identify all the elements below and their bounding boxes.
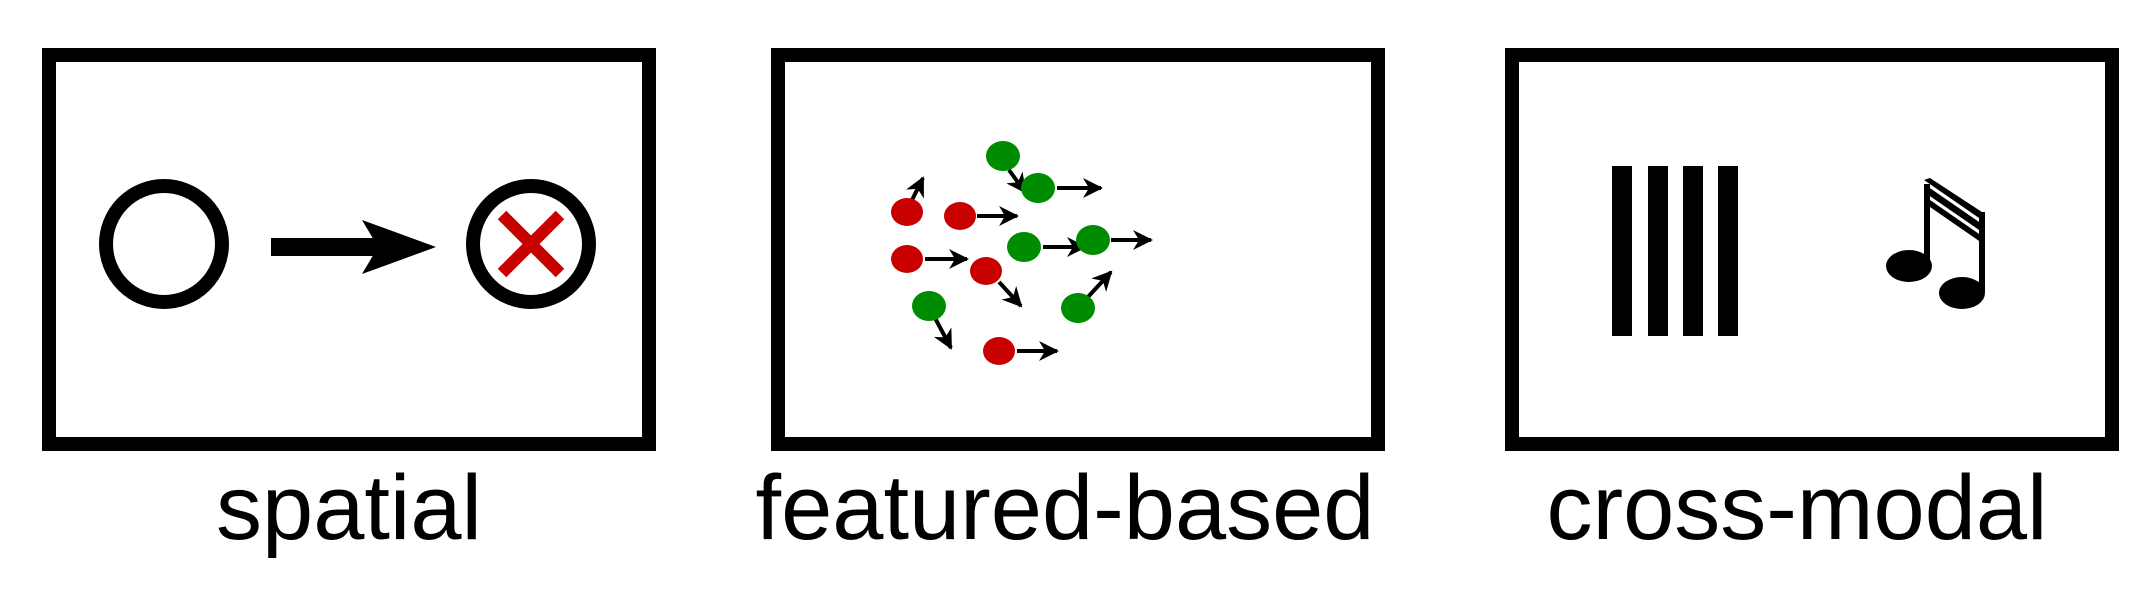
right-arrow-icon [271, 220, 436, 274]
dot-with-arrow-icon [912, 291, 953, 350]
panel-spatial [42, 48, 656, 451]
panel-cross-modal [1505, 48, 2119, 451]
cross-modal-illustration [1612, 166, 1985, 336]
vertical-bars-icon [1612, 166, 1738, 336]
dot-with-arrow-icon [891, 176, 925, 226]
circle-icon [99, 179, 229, 309]
dot-with-arrow-icon [944, 202, 1019, 230]
dot-with-arrow-icon [1007, 232, 1087, 262]
caption-spatial: spatial [216, 457, 482, 559]
music-note-icon [1886, 178, 1985, 309]
crossed-circle-icon [466, 179, 596, 309]
dot-with-arrow-icon [983, 337, 1059, 365]
dot-with-arrow-icon [1076, 225, 1153, 255]
dot-with-arrow-icon [891, 245, 969, 273]
dot-with-arrow-icon [970, 257, 1023, 308]
dot-with-arrow-icon [1021, 173, 1103, 203]
feature-based-illustration [891, 141, 1153, 365]
caption-cross-modal: cross-modal [1546, 457, 2048, 559]
spatial-illustration [99, 179, 596, 309]
dot-with-arrow-icon [986, 141, 1027, 194]
caption-feature-based: featured-based [755, 457, 1375, 559]
dot-with-arrow-icon [1061, 270, 1113, 323]
panel-feature-based [771, 48, 1385, 451]
